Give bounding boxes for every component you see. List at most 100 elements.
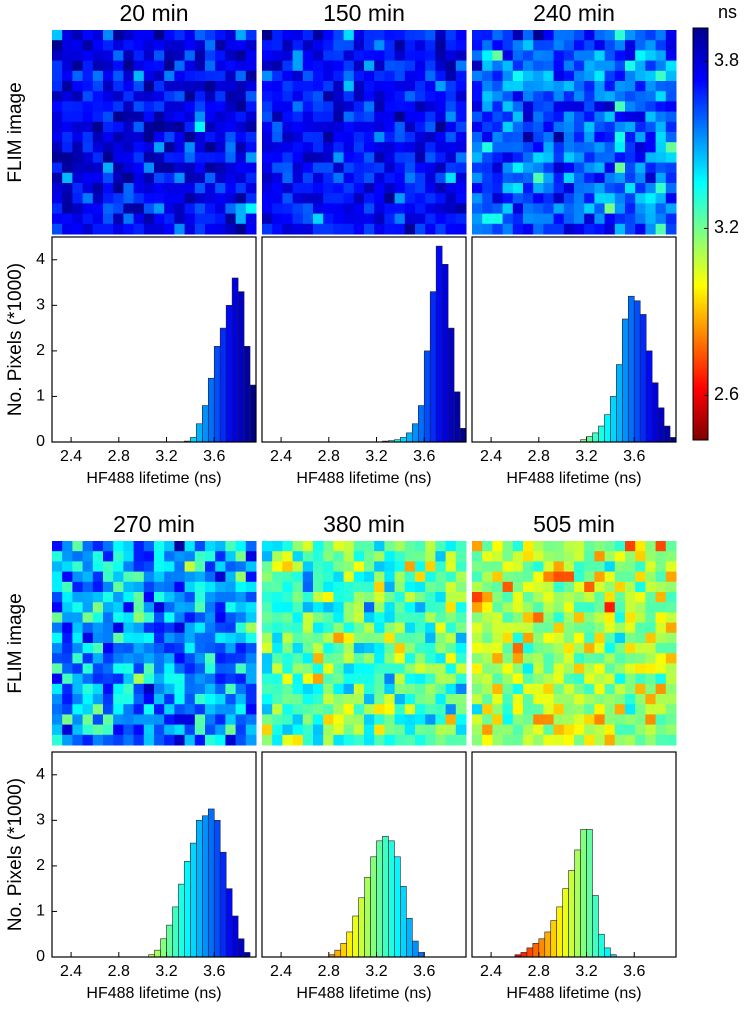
flim-pixel [123,714,135,726]
flim-pixel [482,643,493,654]
flim-pixel [72,663,84,675]
flim-pixel [512,663,524,675]
flim-pixel [445,571,457,583]
flim-pixel [292,561,304,573]
flim-pixel [563,152,575,164]
flim-pixel [323,622,334,634]
x-tick-label: 3.6 [203,448,225,465]
flim-pixel [384,653,396,664]
flim-pixel [133,714,145,726]
flim-pixel [133,612,145,624]
flim-pixel [194,50,206,62]
flim-pixel [415,581,426,593]
flim-pixel [302,193,314,204]
flim-pixel [333,50,345,62]
flim-pixel [584,172,595,184]
flim-pixel [103,213,114,225]
flim-pixel [482,223,493,235]
flim-pixel [313,643,324,654]
flim-pixel [103,152,114,164]
flim-pixel [533,683,544,695]
flim-pixel [435,30,447,41]
flim-pixel [52,172,63,184]
flim-pixel [574,132,585,143]
flim-pixel [103,541,114,552]
flim-pixel [425,223,436,235]
flim-pixel [655,734,667,746]
flim-pixel [164,213,175,225]
flim-pixel [645,81,657,92]
flim-pixel [313,30,324,41]
flim-pixel [394,162,406,174]
plot-frame [51,236,257,443]
flim-pixel [52,643,63,654]
flim-pixel [313,704,324,715]
flim-pixel [645,734,657,746]
flim-pixel [205,724,216,736]
flim-pixel [343,40,355,51]
flim-pixel [343,203,355,215]
flim-pixel [502,581,514,593]
flim-pixel [512,213,524,225]
flim-pixel [502,213,514,225]
flim-pixel [394,91,406,102]
flim-pixel [553,121,565,133]
flim-pixel [502,70,514,82]
flim-pixel [455,172,467,184]
flim-pixel [635,81,646,92]
flim-pixel [174,91,186,102]
flim-pixel [72,203,84,215]
flim-pixel [235,602,247,613]
flim-pixel [82,203,94,215]
flim-pixel [625,683,636,695]
flim-pixel [82,70,94,82]
flim-pixel [292,111,304,123]
flim-pixel [333,162,345,174]
flim-pixel [194,142,206,153]
flim-pixel [292,30,304,41]
flim-pixel [665,581,677,593]
flim-pixel [92,683,104,695]
flim-pixel [512,551,524,562]
flim-pixel [215,91,226,102]
flim-pixel [645,40,657,51]
flim-pixel [364,714,375,726]
flim-pixel [113,111,124,123]
flim-pixel [492,714,504,726]
flim-pixel [625,663,636,675]
flim-pixel [272,734,283,746]
flim-pixel [523,142,534,153]
flim-pixel [625,30,636,41]
flim-pixel [292,653,304,664]
flim-pixel [272,694,283,705]
flim-pixel [245,694,257,705]
flim-pixel [523,694,534,705]
flim-pixel [635,581,646,593]
flim-pixel [123,91,135,102]
flim-pixel [563,612,575,624]
flim-pixel [282,622,294,634]
flim-pixel [523,724,534,736]
flim-pixel [154,724,165,736]
flim-pixel [404,683,416,695]
flim-pixel [404,121,416,133]
bar [166,924,173,957]
flim-pixel [343,70,355,82]
flim-pixel [313,541,324,552]
flim-pixel [272,541,283,552]
flim-pixel [492,602,504,613]
flim-pixel [205,183,216,194]
flim-pixel [533,203,544,215]
flim-pixel [384,162,396,174]
flim-pixel [435,172,447,184]
flim-pixel [215,121,226,133]
flim-pixel [353,193,365,204]
flim-pixel [384,203,396,215]
flim-pixel [82,193,94,204]
flim-pixel [333,203,345,215]
flim-pixel [235,714,247,726]
flim-pixel [655,673,667,685]
flim-pixel [323,111,334,123]
flim-pixel [523,193,534,204]
flim-pixel [482,50,493,62]
